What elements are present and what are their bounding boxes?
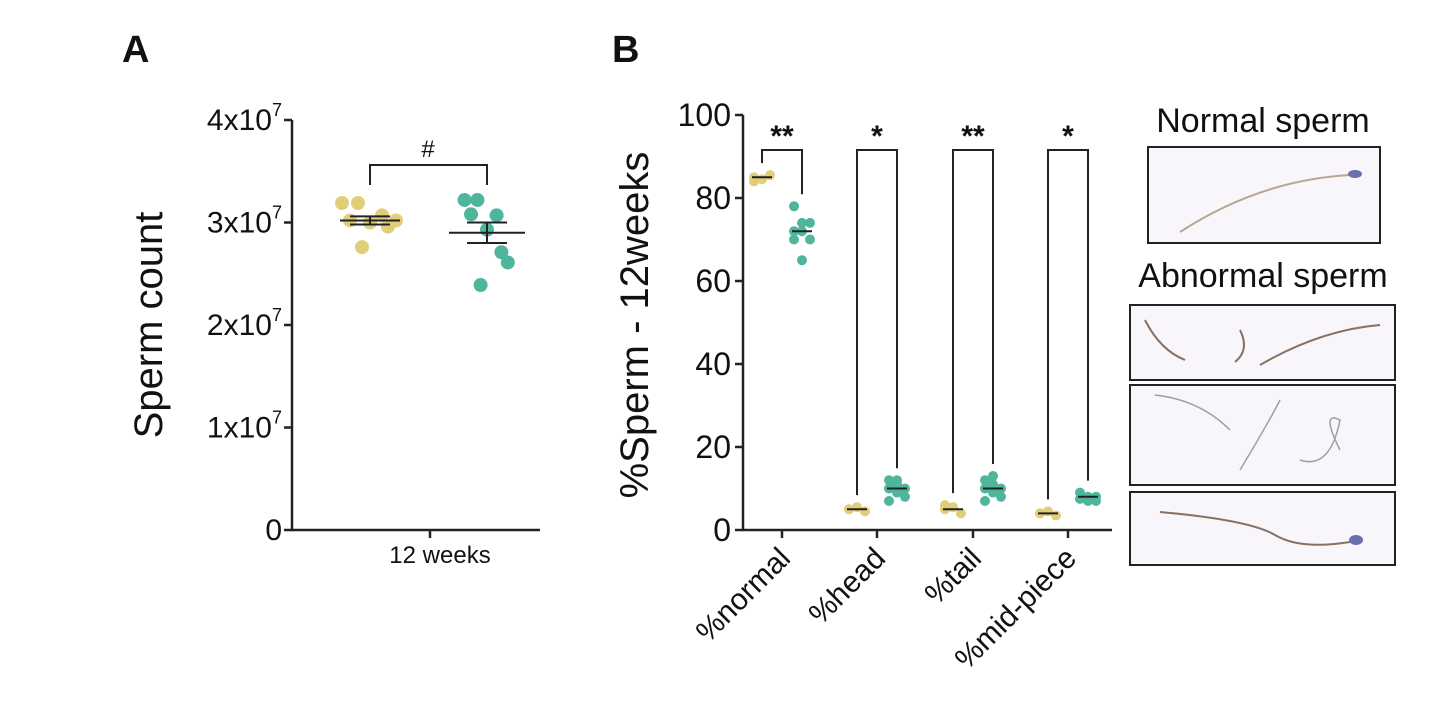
data-point-control xyxy=(749,176,759,187)
data-point-treated xyxy=(797,217,807,228)
y-axis-label-a: Sperm count xyxy=(127,212,171,439)
sperm-images: Normal sperm Abnormal sperm xyxy=(1129,102,1396,566)
data-point-treated xyxy=(464,207,478,222)
data-point-control xyxy=(860,506,870,517)
abnormal-sperm-image-1 xyxy=(1129,304,1396,381)
panel-label-b: B xyxy=(612,29,639,71)
significance-bracket-b xyxy=(952,149,994,494)
data-point-treated xyxy=(805,234,815,245)
data-point-control xyxy=(956,508,966,519)
data-point-control xyxy=(351,196,365,211)
y-axis-label-b: %Sperm - 12weeks xyxy=(613,152,657,499)
normal-sperm-image xyxy=(1147,146,1381,244)
data-point-control xyxy=(355,240,369,255)
y-tick-label-a: 1x107 xyxy=(207,408,282,445)
data-point-treated xyxy=(805,217,815,228)
data-point-treated xyxy=(1091,495,1101,506)
axes-b xyxy=(741,115,1112,532)
data-point-treated xyxy=(489,208,504,223)
data-point-treated xyxy=(500,255,515,270)
significance-bracket-b xyxy=(761,149,803,195)
significance-bracket-b xyxy=(1047,149,1089,500)
y-tick-label-a: 3x107 xyxy=(207,203,282,240)
sperm-head-shape xyxy=(1349,535,1363,545)
data-point-treated xyxy=(457,192,472,207)
y-tick-label-b: 100 xyxy=(678,97,731,133)
data-point-treated xyxy=(473,278,488,293)
significance-marker: ** xyxy=(961,120,985,153)
y-tick-label-b: 60 xyxy=(695,263,731,299)
panel-a-chart: Sperm count 12 weeks # 0 1x107 2x107 3x107 4… xyxy=(127,100,540,569)
data-point-treated xyxy=(892,487,902,498)
significance-bracket-b xyxy=(856,149,898,496)
data-point-control xyxy=(940,500,950,511)
significance-a: # xyxy=(421,136,435,163)
data-point-treated xyxy=(988,479,998,490)
y-tick-label-b: 80 xyxy=(695,180,731,216)
x-tick-label-b: %tail xyxy=(919,542,988,611)
data-point-control xyxy=(375,208,389,223)
data-point-control xyxy=(765,170,775,181)
x-tick-label-a: 12 weeks xyxy=(389,542,490,569)
data-point-treated xyxy=(980,495,990,506)
y-tick-label-b: 40 xyxy=(695,346,731,382)
x-tick-label-b: %normal xyxy=(690,542,797,649)
data-point-treated xyxy=(892,475,902,486)
axes-a xyxy=(290,120,540,532)
abnormal-sperm-image-2 xyxy=(1129,384,1396,486)
panel-label-a: A xyxy=(122,29,149,71)
significance-marker: * xyxy=(1062,120,1074,153)
abnormal-sperm-title: Abnormal sperm xyxy=(1138,257,1387,295)
significance-marker: * xyxy=(871,120,883,153)
sperm-shapes-1 xyxy=(1144,319,1381,366)
y-tick-label-a: 2x107 xyxy=(207,305,282,342)
data-point-treated xyxy=(1083,495,1093,506)
data-point-treated xyxy=(980,475,990,486)
data-point-treated xyxy=(470,192,485,207)
sperm-shapes-3 xyxy=(1159,511,1351,546)
data-point-treated xyxy=(996,491,1006,502)
data-point-treated xyxy=(900,491,910,502)
sperm-head-shape xyxy=(1348,170,1362,178)
data-point-treated xyxy=(789,234,799,245)
sperm-tail-shape xyxy=(1179,174,1351,233)
y-tick-label-b: 0 xyxy=(713,512,731,548)
y-tick-label-b: 20 xyxy=(695,429,731,465)
data-point-treated xyxy=(797,255,807,266)
data-point-control xyxy=(335,196,349,211)
data-point-treated xyxy=(884,495,894,506)
data-point-treated xyxy=(789,201,799,212)
data-point-treated xyxy=(988,471,998,482)
data-point-control xyxy=(1051,510,1061,521)
panel-b-chart: %Sperm - 12weeks 020406080100%normal**%h… xyxy=(613,97,1112,676)
significance-bracket-a xyxy=(369,164,488,185)
sperm-shapes-2 xyxy=(1154,394,1341,471)
x-tick-label-b: %head xyxy=(803,542,892,631)
significance-marker: ** xyxy=(770,120,794,153)
normal-sperm-title: Normal sperm xyxy=(1156,102,1369,140)
data-point-treated xyxy=(884,475,894,486)
y-tick-label-a: 4x107 xyxy=(207,100,282,137)
data-point-treated xyxy=(494,245,509,260)
data-point-treated xyxy=(988,487,998,498)
y-tick-label-a: 0 xyxy=(265,514,282,547)
